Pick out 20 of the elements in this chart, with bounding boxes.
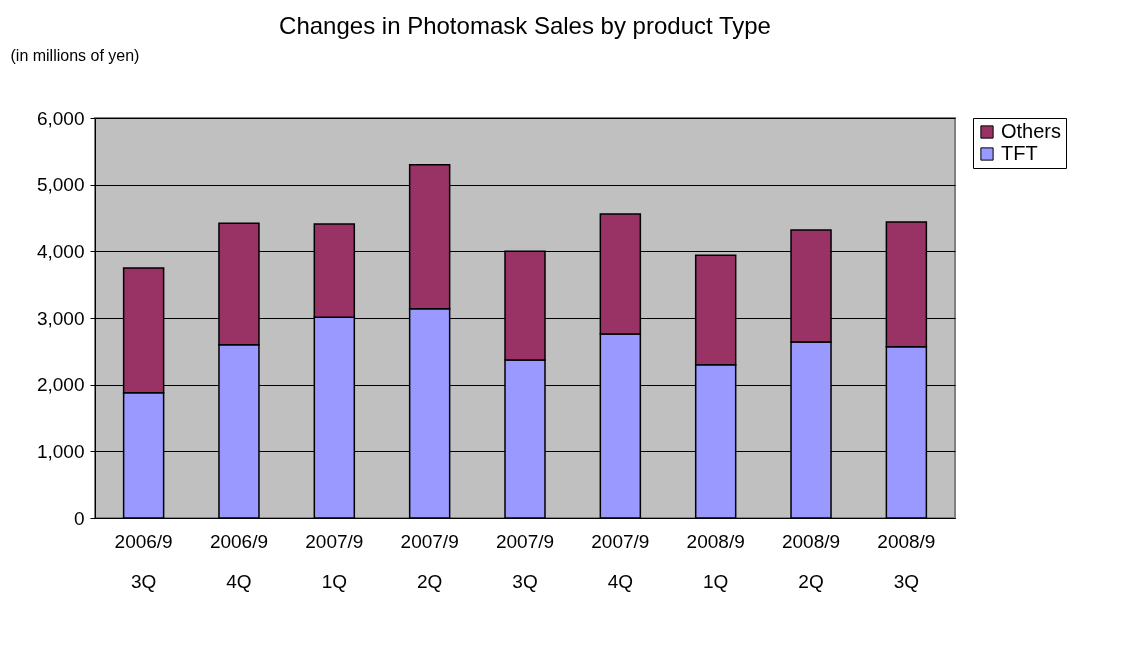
- y-tick-label: 2,000: [36, 374, 85, 396]
- x-tick-label: 2006/9 3Q: [114, 530, 173, 592]
- legend-label: Others: [1001, 120, 1062, 142]
- x-tick-label: 2008/9 2Q: [781, 530, 841, 592]
- legend-label: TFT: [1001, 142, 1038, 164]
- y-tick-label: 1,000: [36, 440, 85, 462]
- x-tick-label: 2008/9 3Q: [877, 530, 936, 592]
- y-tick-label: 0: [73, 507, 85, 529]
- x-tick-label: 2007/9 2Q: [400, 530, 459, 592]
- y-tick-label: 4,000: [36, 240, 85, 262]
- chart-title: Changes in Photomask Sales by product Type: [279, 12, 771, 39]
- x-tick-label: 2008/9 1Q: [686, 530, 745, 592]
- x-tick-label: 2007/9 4Q: [591, 530, 650, 592]
- y-axis-title: (in millions of yen): [10, 46, 140, 64]
- x-tick-label: 2007/9 1Q: [305, 530, 364, 592]
- y-tick-label: 3,000: [36, 307, 85, 329]
- x-tick-label: 2007/9 3Q: [495, 530, 555, 592]
- x-tick-label: 2006/9 4Q: [209, 530, 269, 592]
- y-tick-label: 5,000: [36, 174, 85, 196]
- y-tick-label: 6,000: [36, 107, 85, 129]
